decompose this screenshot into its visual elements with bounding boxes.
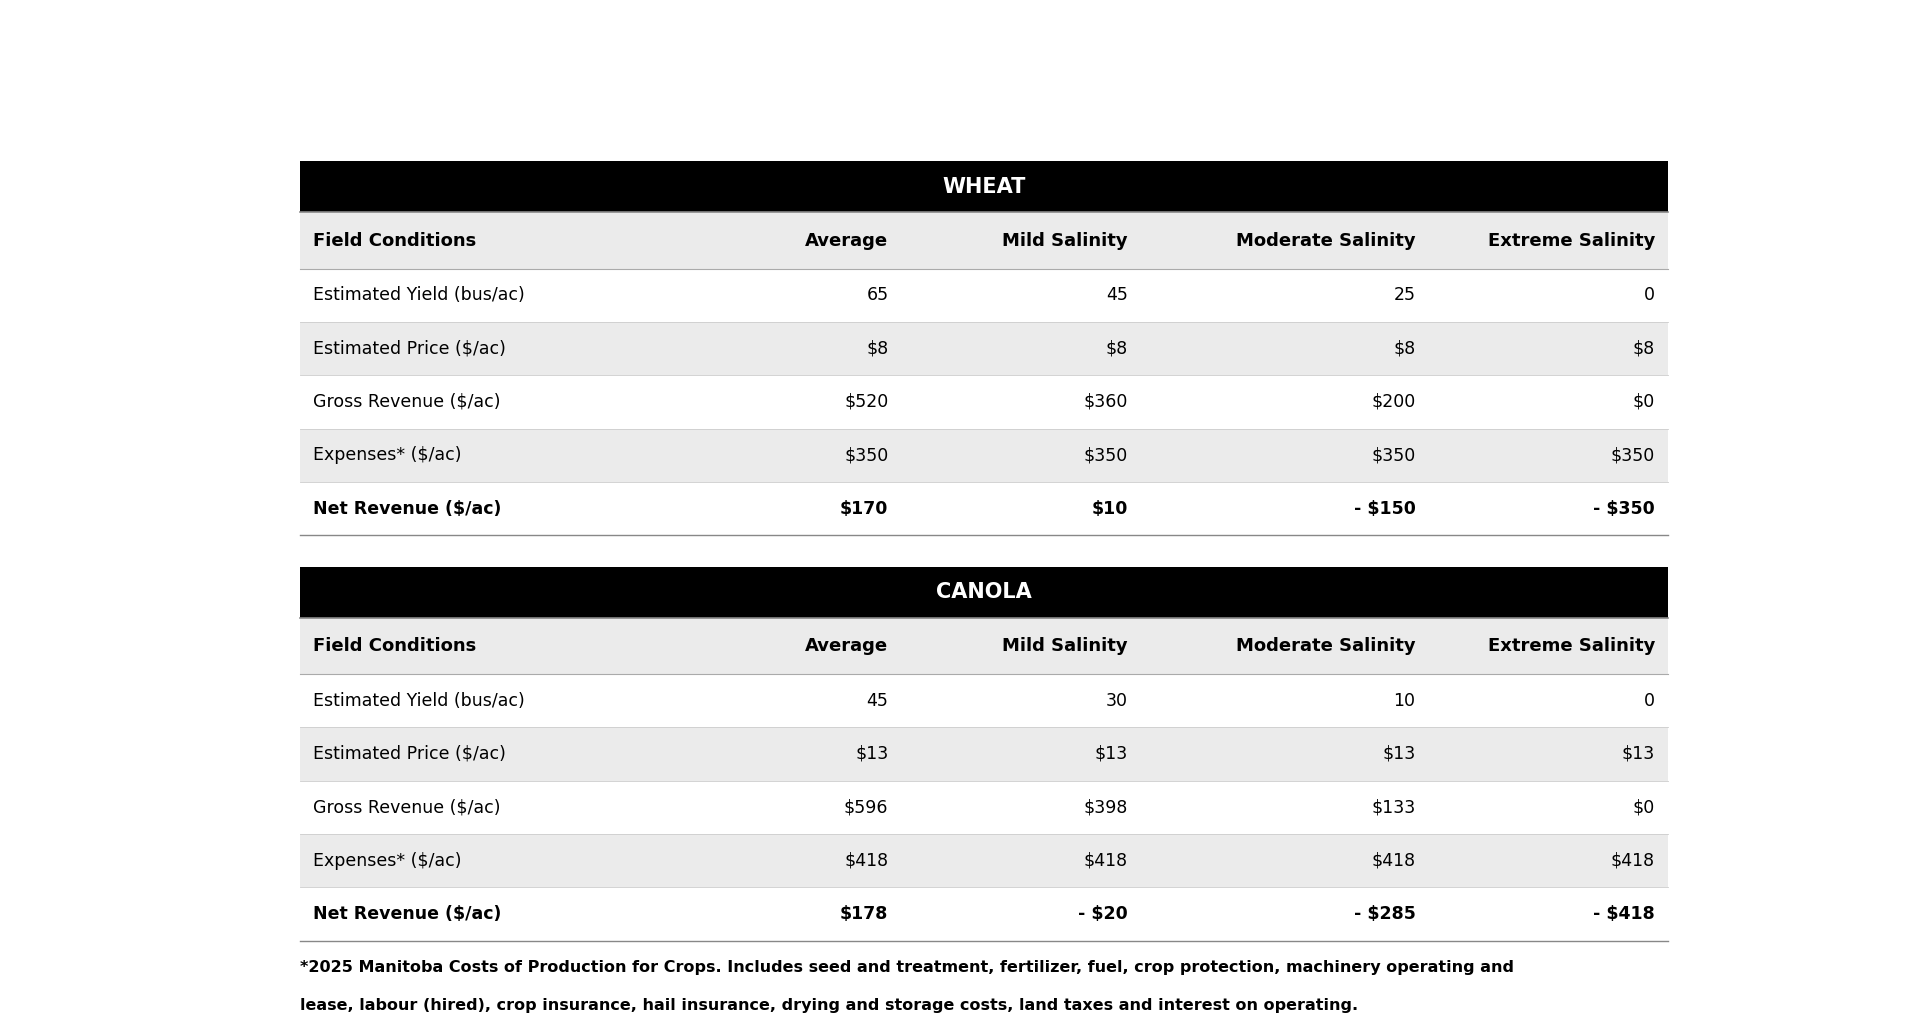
Text: CANOLA: CANOLA xyxy=(937,582,1031,602)
Text: $350: $350 xyxy=(1371,446,1415,464)
Bar xyxy=(300,567,1668,618)
Text: $520: $520 xyxy=(845,393,889,411)
Text: Mild Salinity: Mild Salinity xyxy=(1002,637,1129,655)
Bar xyxy=(300,213,1668,269)
Bar xyxy=(300,482,1668,535)
Text: $418: $418 xyxy=(1085,851,1129,869)
Text: Net Revenue ($/ac): Net Revenue ($/ac) xyxy=(313,500,501,517)
Bar xyxy=(300,674,1668,727)
Text: WHEAT: WHEAT xyxy=(943,177,1025,196)
Text: 0: 0 xyxy=(1644,691,1655,710)
Text: Estimated Yield (bus/ac): Estimated Yield (bus/ac) xyxy=(313,691,524,710)
Bar xyxy=(300,888,1668,941)
Bar xyxy=(300,162,1668,213)
Text: Average: Average xyxy=(804,637,889,655)
Bar xyxy=(300,618,1668,674)
Text: $418: $418 xyxy=(1611,851,1655,869)
Text: $8: $8 xyxy=(866,340,889,357)
Text: Expenses* ($/ac): Expenses* ($/ac) xyxy=(313,851,461,869)
Text: $8: $8 xyxy=(1632,340,1655,357)
Text: $360: $360 xyxy=(1083,393,1129,411)
Text: 65: 65 xyxy=(866,286,889,304)
Text: Gross Revenue ($/ac): Gross Revenue ($/ac) xyxy=(313,393,501,411)
Text: 0: 0 xyxy=(1644,286,1655,304)
Text: Estimated Price ($/ac): Estimated Price ($/ac) xyxy=(313,340,505,357)
Text: $418: $418 xyxy=(845,851,889,869)
Text: $350: $350 xyxy=(1083,446,1129,464)
Text: - $418: - $418 xyxy=(1594,905,1655,923)
Text: Mild Salinity: Mild Salinity xyxy=(1002,231,1129,249)
Text: $350: $350 xyxy=(845,446,889,464)
Text: lease, labour (hired), crop insurance, hail insurance, drying and storage costs,: lease, labour (hired), crop insurance, h… xyxy=(300,998,1357,1013)
Text: Extreme Salinity: Extreme Salinity xyxy=(1488,637,1655,655)
Text: Moderate Salinity: Moderate Salinity xyxy=(1236,231,1415,249)
Text: 45: 45 xyxy=(866,691,889,710)
Text: $8: $8 xyxy=(1394,340,1415,357)
Text: $418: $418 xyxy=(1371,851,1415,869)
Text: - $150: - $150 xyxy=(1354,500,1415,517)
Text: 45: 45 xyxy=(1106,286,1129,304)
Text: Field Conditions: Field Conditions xyxy=(313,231,476,249)
Text: $8: $8 xyxy=(1106,340,1129,357)
Text: $13: $13 xyxy=(1622,745,1655,762)
Text: $133: $133 xyxy=(1371,798,1415,816)
Text: Moderate Salinity: Moderate Salinity xyxy=(1236,637,1415,655)
Bar xyxy=(300,781,1668,834)
Text: $200: $200 xyxy=(1371,393,1415,411)
Text: $13: $13 xyxy=(1094,745,1129,762)
Text: $170: $170 xyxy=(841,500,889,517)
Bar xyxy=(300,834,1668,888)
Text: 10: 10 xyxy=(1394,691,1415,710)
Text: $398: $398 xyxy=(1083,798,1129,816)
Text: Field Conditions: Field Conditions xyxy=(313,637,476,655)
Text: Gross Revenue ($/ac): Gross Revenue ($/ac) xyxy=(313,798,501,816)
Text: $350: $350 xyxy=(1611,446,1655,464)
Text: 25: 25 xyxy=(1394,286,1415,304)
Bar xyxy=(300,727,1668,781)
Text: Estimated Yield (bus/ac): Estimated Yield (bus/ac) xyxy=(313,286,524,304)
Text: Extreme Salinity: Extreme Salinity xyxy=(1488,231,1655,249)
Text: Net Revenue ($/ac): Net Revenue ($/ac) xyxy=(313,905,501,923)
Bar xyxy=(300,429,1668,482)
Text: $0: $0 xyxy=(1632,798,1655,816)
Bar xyxy=(300,269,1668,322)
Text: *2025 Manitoba Costs of Production for Crops. Includes seed and treatment, ferti: *2025 Manitoba Costs of Production for C… xyxy=(300,960,1513,975)
Text: $13: $13 xyxy=(1382,745,1415,762)
Text: Expenses* ($/ac): Expenses* ($/ac) xyxy=(313,446,461,464)
Text: Average: Average xyxy=(804,231,889,249)
Text: - $285: - $285 xyxy=(1354,905,1415,923)
Text: - $20: - $20 xyxy=(1079,905,1129,923)
Text: 30: 30 xyxy=(1106,691,1129,710)
Bar xyxy=(300,376,1668,429)
Text: $10: $10 xyxy=(1092,500,1129,517)
Text: $13: $13 xyxy=(854,745,889,762)
Text: $178: $178 xyxy=(841,905,889,923)
Text: $0: $0 xyxy=(1632,393,1655,411)
Bar xyxy=(300,322,1668,376)
Text: - $350: - $350 xyxy=(1594,500,1655,517)
Text: $596: $596 xyxy=(845,798,889,816)
Text: Estimated Price ($/ac): Estimated Price ($/ac) xyxy=(313,745,505,762)
